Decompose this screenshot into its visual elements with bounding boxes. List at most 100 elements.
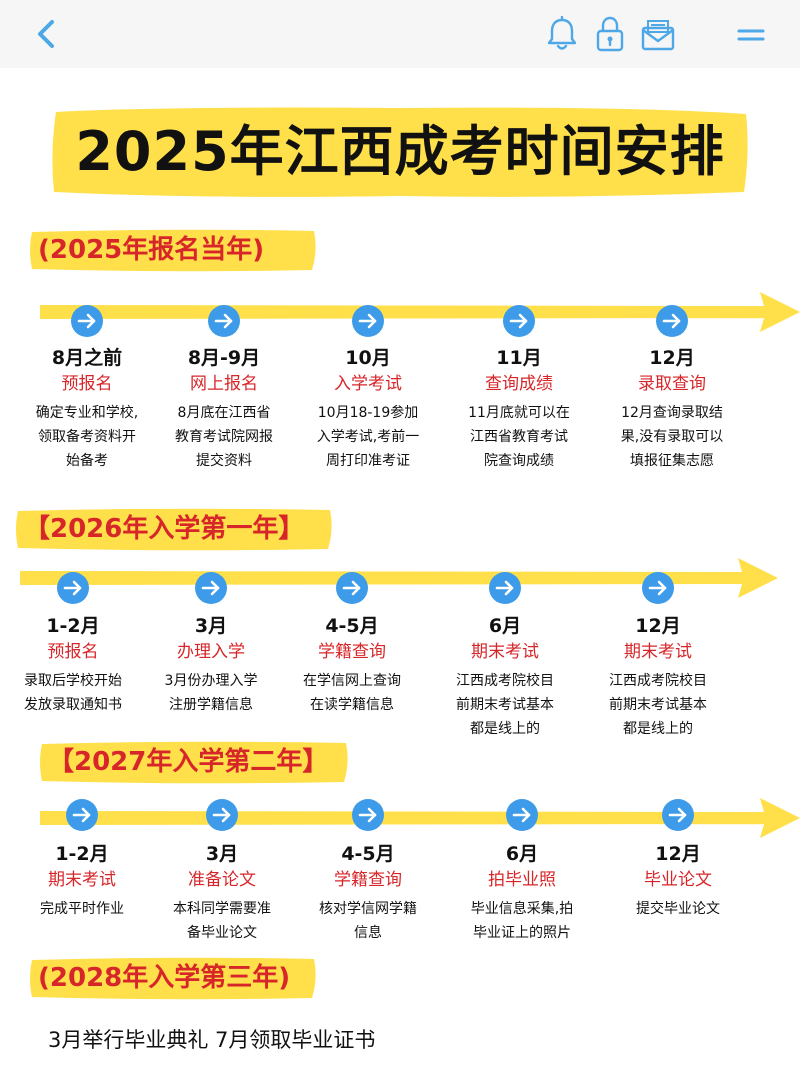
step-date: 6月 — [488, 615, 522, 637]
step-description-line: 10月18-19参加 — [317, 405, 419, 421]
step-description-line: 确定专业和学校, — [35, 405, 139, 421]
arrow-right-icon — [656, 305, 688, 337]
step-title: 预报名 — [47, 642, 99, 662]
step-title: 预报名 — [61, 374, 113, 394]
lock-icon[interactable] — [594, 15, 626, 53]
step-description-line: 提交毕业论文 — [636, 901, 720, 917]
step-description-line: 本科同学需要准 — [173, 901, 271, 917]
step-date: 4-5月 — [341, 843, 395, 865]
arrow-right-icon — [352, 305, 384, 337]
step-description-line: 都是线上的 — [470, 721, 540, 737]
step-description: 在学信网上查询 在读学籍信息 — [277, 669, 427, 717]
arrow-right-icon — [352, 799, 384, 831]
step-description-line: 发放录取通知书 — [24, 697, 122, 713]
timeline-step: 6月 拍毕业照 毕业信息采集,拍 毕业证上的照片 — [447, 841, 597, 945]
step-description: 完成平时作业 — [7, 897, 157, 921]
arrow-right-icon — [206, 799, 238, 831]
step-title: 录取查询 — [638, 374, 706, 394]
step-description: 本科同学需要准 备毕业论文 — [147, 897, 297, 945]
step-description-line: 3月份办理入学 — [164, 673, 258, 689]
arrow-right-icon — [57, 572, 89, 604]
step-description-line: 核对学信网学籍 — [319, 901, 417, 917]
section-highlight — [30, 957, 316, 1000]
final-note: 3月举行毕业典礼 7月领取毕业证书 — [48, 1028, 376, 1052]
step-date: 1-2月 — [46, 615, 100, 637]
step-date: 12月 — [649, 347, 695, 369]
step-title: 网上报名 — [190, 374, 258, 394]
step-date: 3月 — [194, 615, 228, 637]
step-description-line: 果,没有录取可以 — [620, 429, 724, 445]
step-title: 准备论文 — [188, 870, 256, 890]
step-description-line: 在学信网上查询 — [303, 673, 401, 689]
timeline-step: 6月期末考试江西成考院校目 前期末考试基本 都是线上的 — [430, 613, 580, 741]
step-title: 期末考试 — [471, 642, 539, 662]
step-description-line: 江西成考院校目 — [456, 673, 554, 689]
step-date: 1-2月 — [55, 843, 109, 865]
timeline-arrow — [20, 558, 778, 598]
timeline-step: 4-5月学籍查询在学信网上查询 在读学籍信息 — [277, 613, 427, 717]
arrow-right-icon — [503, 305, 535, 337]
section-highlight — [16, 508, 332, 551]
arrow-right-icon — [66, 799, 98, 831]
step-title: 毕业论文 — [644, 870, 712, 890]
section-highlight — [40, 741, 348, 784]
title-banner: 2025年江西成考时间安排 — [50, 104, 750, 200]
bell-icon[interactable] — [545, 16, 579, 52]
timeline-step: 1-2月 期末考试 完成平时作业 — [7, 841, 157, 921]
step-description-line: 填报征集志愿 — [630, 453, 714, 469]
step-title: 办理入学 — [177, 642, 245, 662]
arrow-right-icon — [506, 799, 538, 831]
step-title: 入学考试 — [334, 374, 402, 394]
step-description: 12月查询录取结 果,没有录取可以 填报征集志愿 — [597, 401, 747, 473]
timeline-step: 11月 查询成绩 11月底就可以在 江西省教育考试 院查询成绩 — [444, 345, 594, 473]
section-label: (2028年入学第三年) — [38, 963, 291, 993]
step-description-line: 11月底就可以在 — [468, 405, 570, 421]
step-description: 江西成考院校目 前期末考试基本 都是线上的 — [583, 669, 733, 741]
timeline-step: 12月录取查询 12月查询录取结 果,没有录取可以 填报征集志愿 — [597, 345, 747, 473]
step-description-line: 江西成考院校目 — [609, 673, 707, 689]
section-header: 【2026年入学第一年】 — [14, 505, 334, 553]
step-description-line: 始备考 — [66, 453, 108, 469]
timeline-step: 3月 准备论文 本科同学需要准 备毕业论文 — [147, 841, 297, 945]
step-title: 拍毕业照 — [488, 870, 556, 890]
top-bar — [0, 0, 800, 68]
timeline-step: 10月 入学考试 10月18-19参加 入学考试,考前一 周打印准考证 — [293, 345, 443, 473]
step-description: 8月底在江西省 教育考试院网报 提交资料 — [149, 401, 299, 473]
step-title: 学籍查询 — [334, 870, 402, 890]
step-description-line: 毕业证上的照片 — [473, 925, 571, 941]
step-description: 提交毕业论文 — [603, 897, 753, 921]
menu-icon[interactable] — [736, 25, 766, 45]
mail-icon[interactable] — [640, 18, 676, 52]
step-description-line: 8月底在江西省 — [177, 405, 271, 421]
step-description: 确定专业和学校, 领取备考资料开 始备考 — [12, 401, 162, 473]
step-description-line: 前期末考试基本 — [456, 697, 554, 713]
step-description: 毕业信息采集,拍 毕业证上的照片 — [447, 897, 597, 945]
step-date: 12月 — [635, 615, 681, 637]
section-highlight — [30, 229, 316, 272]
timeline-step: 1-2月预报名录取后学校开始 发放录取通知书 — [0, 613, 148, 717]
chevron-left-icon[interactable] — [30, 18, 62, 50]
step-date: 4-5月 — [325, 615, 379, 637]
timeline-arrow — [40, 292, 800, 332]
timeline-step: 8月之前 预报名 确定专业和学校, 领取备考资料开 始备考 — [12, 345, 162, 473]
step-title: 学籍查询 — [318, 642, 386, 662]
step-description-line: 录取后学校开始 — [24, 673, 122, 689]
arrow-right-icon — [336, 572, 368, 604]
timeline-step: 3月 办理入学 3月份办理入学 注册学籍信息 — [136, 613, 286, 717]
step-date: 12月 — [655, 843, 701, 865]
timeline-step: 12月毕业论文提交毕业论文 — [603, 841, 753, 921]
step-description: 11月底就可以在 江西省教育考试 院查询成绩 — [444, 401, 594, 473]
arrow-right-icon — [662, 799, 694, 831]
step-title: 期末考试 — [624, 642, 692, 662]
step-description-line: 备毕业论文 — [187, 925, 257, 941]
step-description: 江西成考院校目 前期末考试基本 都是线上的 — [430, 669, 580, 741]
step-description: 录取后学校开始 发放录取通知书 — [0, 669, 148, 717]
step-description-line: 12月查询录取结 — [621, 405, 723, 421]
section-label: (2025年报名当年) — [38, 235, 265, 265]
section-label: 【2027年入学第二年】 — [48, 747, 329, 777]
step-description-line: 前期末考试基本 — [609, 697, 707, 713]
step-description-line: 院查询成绩 — [484, 453, 554, 469]
step-description-line: 入学考试,考前一 — [316, 429, 420, 445]
step-description-line: 信息 — [354, 925, 382, 941]
section-label: 【2026年入学第一年】 — [24, 514, 305, 544]
